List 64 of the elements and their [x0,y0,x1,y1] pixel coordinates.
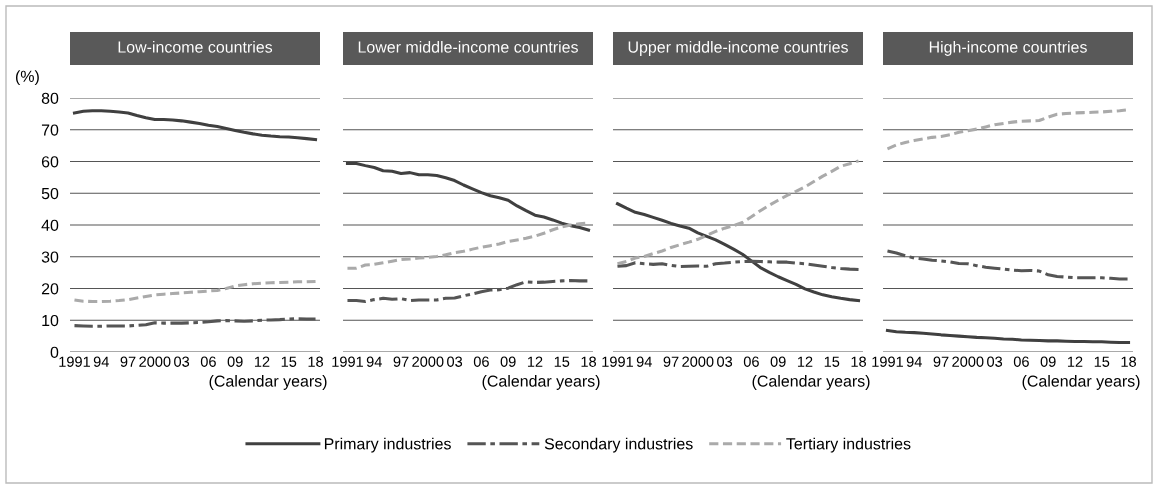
legend-label: Tertiary industries [786,437,911,453]
x-tick-label: 94 [906,356,922,367]
x-tick-label: 03 [447,356,463,367]
x-axis-title: (Calendar years) [752,375,870,390]
x-tick-label: 09 [1040,356,1056,367]
legend-label: Secondary industries [544,437,693,453]
x-tick-label: 15 [554,356,570,367]
x-tick-label: 97 [120,356,136,367]
chart-title: High-income countries [929,41,1087,56]
x-tick-label: 15 [281,356,297,367]
y-tick-label: 60 [41,156,59,168]
y-tick-label: 80 [41,92,59,104]
x-tick-label: 12 [1067,356,1083,367]
y-tick-label: 70 [41,124,59,136]
x-tick-label: 1991 [59,356,90,367]
x-tick-label: 2000 [682,356,714,367]
x-tick-label: 06 [1013,356,1029,367]
x-tick-label: 09 [500,356,516,367]
x-tick-label: 18 [851,356,867,367]
x-tick-label: 97 [663,356,679,367]
x-axis-title: (Calendar years) [209,375,327,390]
chart-title: Lower middle-income countries [358,41,578,53]
y-tick-label: 50 [41,187,59,200]
x-tick-label: 12 [254,356,270,367]
x-tick-label: 97 [393,356,409,367]
x-tick-label: 12 [527,356,543,367]
x-tick-label: 12 [797,356,813,367]
x-tick-label: 2000 [412,356,444,367]
y-tick-label: 30 [41,251,59,263]
y-tick-label: 10 [42,314,59,327]
x-tick-label: 09 [227,356,243,367]
x-axis-title: (Calendar years) [1022,375,1140,390]
y-tick-label: 0 [50,346,59,358]
x-tick-label: 18 [581,356,597,367]
x-tick-label: 03 [987,356,1003,367]
chart-title: Low-income countries [118,41,273,53]
x-tick-label: 18 [308,356,324,367]
line-series [72,279,318,304]
x-tick-label: 1991 [602,356,633,367]
x-tick-label: 2000 [139,356,171,367]
x-tick-label: 15 [824,356,840,367]
x-tick-label: 1991 [332,356,363,367]
line-series [72,109,318,142]
chart-title: Upper middle-income countries [628,41,848,56]
x-tick-label: 03 [717,356,733,367]
x-tick-label: 94 [636,356,652,367]
x-tick-label: 18 [1121,356,1137,367]
x-tick-label: 06 [200,356,216,367]
legend-label: Primary industries [324,437,451,453]
x-tick-label: 94 [366,356,382,367]
x-tick-label: 94 [93,356,109,367]
y-axis-title: (%) [15,70,39,86]
y-tick-label: 40 [41,219,59,231]
x-tick-label: 2000 [952,356,984,367]
x-tick-label: 15 [1094,356,1110,367]
line-series [72,317,318,328]
x-tick-label: 06 [743,356,759,367]
x-tick-label: 1991 [872,356,903,367]
x-tick-label: 09 [770,356,786,367]
x-axis-title: (Calendar years) [482,375,600,390]
x-tick-label: 03 [174,356,190,367]
y-tick-label: 20 [41,283,59,295]
x-tick-label: 06 [473,356,489,367]
x-tick-label: 97 [933,356,949,367]
